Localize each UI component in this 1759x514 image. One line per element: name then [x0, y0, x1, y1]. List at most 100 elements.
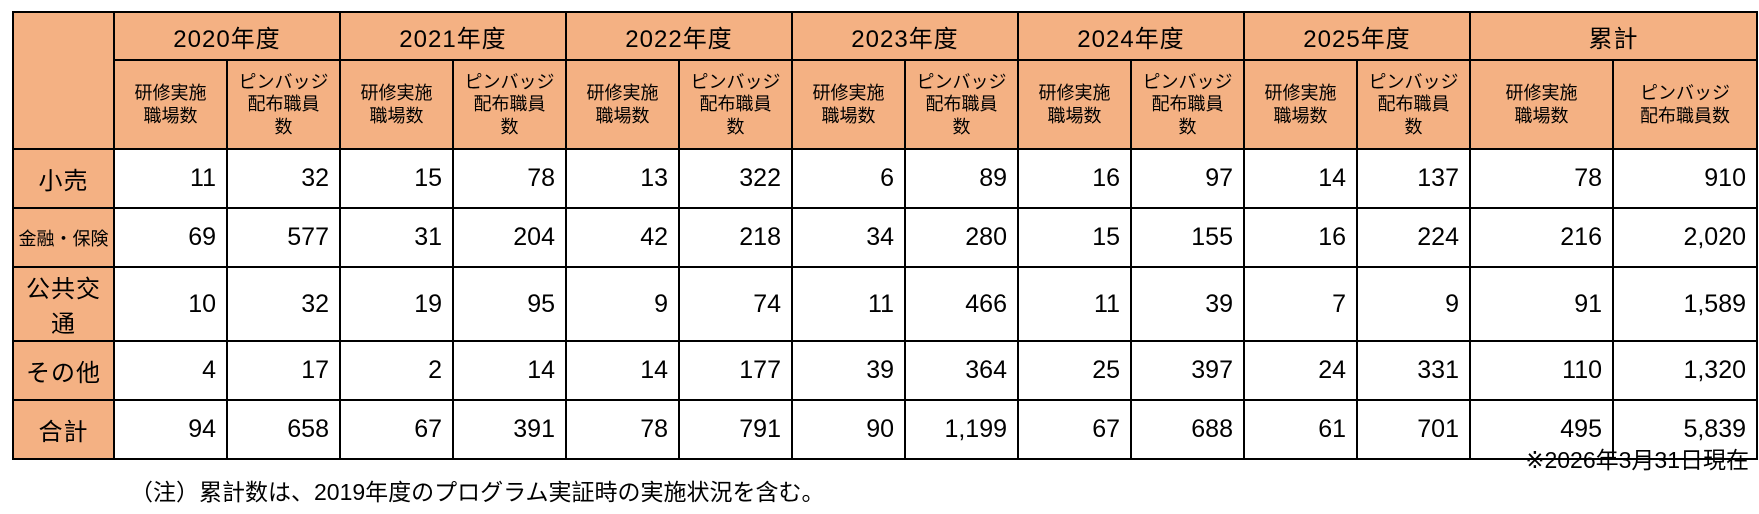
value-cell: 322 — [678, 148, 793, 209]
value-cell: 364 — [904, 340, 1019, 401]
table-row: 小売 11 32 15 78 13 322 6 89 16 97 14 137 78 910 — [12, 148, 1758, 209]
value-cell: 495 — [1469, 399, 1614, 460]
value-cell: 34 — [791, 207, 906, 268]
value-cell: 19 — [339, 266, 454, 342]
value-cell: 69 — [113, 207, 228, 268]
value-cell: 32 — [226, 148, 341, 209]
header-group-row: 2020年度 2021年度 2022年度 2023年度 2024年度 2025年度 累計 — [12, 11, 1758, 150]
sub-header-4-training: 研修実施 職場数 — [1017, 59, 1132, 150]
column-group-cumulative: 累計 — [1469, 11, 1758, 61]
value-cell: 910 — [1612, 148, 1758, 209]
value-cell: 61 — [1243, 399, 1358, 460]
header-sub-row: 研修実施 職場数 ピンバッジ 配布職員 数研修実施 職場数 ピンバッジ 配布職員 数… — [13, 59, 1758, 150]
value-cell: 15 — [1017, 207, 1132, 268]
table-row: その他 4 17 2 14 14 177 39 364 25 397 24 331 110 1,320 — [12, 340, 1758, 401]
value-cell: 2,020 — [1612, 207, 1758, 268]
table-body: 小売 11 32 15 78 13 322 6 89 16 97 14 137 78 910 金融・保険 69 5… — [12, 148, 1758, 460]
column-group-2024年度: 2024年度 — [1017, 11, 1245, 61]
results-table: 2020年度 2021年度 2022年度 2023年度 2024年度 2025年度 累計 研… — [12, 11, 1758, 460]
table-header: 2020年度 2021年度 2022年度 2023年度 2024年度 2025年度 累計 研… — [12, 11, 1758, 150]
value-cell: 13 — [565, 148, 680, 209]
sub-header-6-pinbadge: ピンバッジ 配布職員数 — [1612, 59, 1758, 150]
value-cell: 577 — [226, 207, 341, 268]
value-cell: 39 — [791, 340, 906, 401]
value-cell: 31 — [339, 207, 454, 268]
value-cell: 216 — [1469, 207, 1614, 268]
value-cell: 1,199 — [904, 399, 1019, 460]
value-cell: 78 — [452, 148, 567, 209]
sub-header-1-pinbadge: ピンバッジ 配布職員 数 — [452, 59, 567, 150]
value-cell: 74 — [678, 266, 793, 342]
value-cell: 94 — [113, 399, 228, 460]
value-cell: 14 — [565, 340, 680, 401]
value-cell: 11 — [1017, 266, 1132, 342]
value-cell: 5,839 — [1612, 399, 1758, 460]
value-cell: 331 — [1356, 340, 1471, 401]
corner-cell — [12, 11, 115, 150]
value-cell: 4 — [113, 340, 228, 401]
value-cell: 17 — [226, 340, 341, 401]
value-cell: 91 — [1469, 266, 1614, 342]
value-cell: 16 — [1017, 148, 1132, 209]
value-cell: 397 — [1130, 340, 1245, 401]
value-cell: 7 — [1243, 266, 1358, 342]
sub-header-1-training: 研修実施 職場数 — [339, 59, 454, 150]
sub-header-0-training: 研修実施 職場数 — [113, 59, 228, 150]
value-cell: 280 — [904, 207, 1019, 268]
value-cell: 90 — [791, 399, 906, 460]
row-label: 小売 — [12, 148, 115, 209]
sub-header-3-training: 研修実施 職場数 — [791, 59, 906, 150]
table-row: 金融・保険 69 577 31 204 42 218 34 280 15 155 16 224 216 2,… — [12, 207, 1758, 268]
value-cell: 1,320 — [1612, 340, 1758, 401]
column-group-2022年度: 2022年度 — [565, 11, 793, 61]
value-cell: 2 — [339, 340, 454, 401]
value-cell: 25 — [1017, 340, 1132, 401]
value-cell: 224 — [1356, 207, 1471, 268]
value-cell: 155 — [1130, 207, 1245, 268]
value-cell: 67 — [339, 399, 454, 460]
sub-header-0-pinbadge: ピンバッジ 配布職員 数 — [226, 59, 341, 150]
value-cell: 89 — [904, 148, 1019, 209]
value-cell: 10 — [113, 266, 228, 342]
value-cell: 791 — [678, 399, 793, 460]
value-cell: 218 — [678, 207, 793, 268]
sub-header-6-training: 研修実施 職場数 — [1469, 59, 1614, 150]
value-cell: 9 — [1356, 266, 1471, 342]
value-cell: 24 — [1243, 340, 1358, 401]
value-cell: 95 — [452, 266, 567, 342]
sub-header-5-training: 研修実施 職場数 — [1243, 59, 1358, 150]
sub-header-2-pinbadge: ピンバッジ 配布職員 数 — [678, 59, 793, 150]
sub-header-3-pinbadge: ピンバッジ 配布職員 数 — [904, 59, 1019, 150]
value-cell: 78 — [565, 399, 680, 460]
value-cell: 14 — [452, 340, 567, 401]
value-cell: 6 — [791, 148, 906, 209]
value-cell: 688 — [1130, 399, 1245, 460]
value-cell: 78 — [1469, 148, 1614, 209]
value-cell: 32 — [226, 266, 341, 342]
value-cell: 42 — [565, 207, 680, 268]
value-cell: 658 — [226, 399, 341, 460]
row-label: 金融・保険 — [12, 207, 115, 268]
value-cell: 137 — [1356, 148, 1471, 209]
sub-header-5-pinbadge: ピンバッジ 配布職員 数 — [1356, 59, 1471, 150]
row-label: その他 — [12, 340, 115, 401]
value-cell: 39 — [1130, 266, 1245, 342]
value-cell: 11 — [113, 148, 228, 209]
row-label: 合計 — [12, 399, 115, 460]
value-cell: 466 — [904, 266, 1019, 342]
sub-header-4-pinbadge: ピンバッジ 配布職員 数 — [1130, 59, 1245, 150]
value-cell: 391 — [452, 399, 567, 460]
value-cell: 11 — [791, 266, 906, 342]
value-cell: 97 — [1130, 148, 1245, 209]
value-cell: 9 — [565, 266, 680, 342]
value-cell: 1,589 — [1612, 266, 1758, 342]
column-group-2023年度: 2023年度 — [791, 11, 1019, 61]
value-cell: 15 — [339, 148, 454, 209]
footnote: （注）累計数は、2019年度のプログラム実証時の実施状況を含む。 — [130, 479, 825, 505]
value-cell: 67 — [1017, 399, 1132, 460]
value-cell: 16 — [1243, 207, 1358, 268]
value-cell: 110 — [1469, 340, 1614, 401]
value-cell: 177 — [678, 340, 793, 401]
table-row: 公共交通 10 32 19 95 9 74 11 466 11 39 7 9 91 1,589 — [12, 266, 1758, 342]
